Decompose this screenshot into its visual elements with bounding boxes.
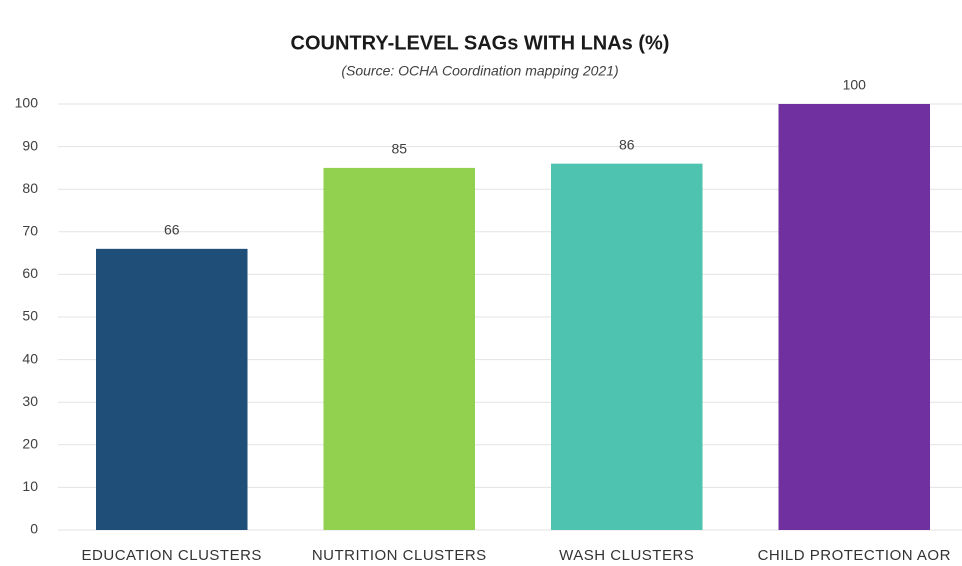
chart-title: COUNTRY-LEVEL SAGs WITH LNAs (%)	[291, 32, 670, 54]
y-tick-label: 40	[22, 350, 38, 366]
x-tick-label: CHILD PROTECTION AOR	[758, 547, 951, 564]
chart-subtitle: (Source: OCHA Coordination mapping 2021)	[341, 63, 618, 79]
y-tick-label: 10	[22, 478, 38, 494]
y-tick-label: 60	[22, 265, 38, 281]
bar	[550, 163, 703, 530]
y-tick-label: 90	[22, 137, 38, 153]
x-tick-label: WASH CLUSTERS	[559, 547, 694, 564]
y-tick-label: 100	[15, 95, 39, 111]
x-tick-label: NUTRITION CLUSTERS	[312, 547, 487, 564]
x-tick-label: EDUCATION CLUSTERS	[82, 547, 262, 564]
y-tick-label: 80	[22, 180, 38, 196]
value-label: 100	[843, 77, 867, 93]
bar	[778, 104, 931, 530]
value-label: 86	[619, 136, 635, 152]
y-tick-label: 30	[22, 393, 38, 409]
value-label: 66	[164, 222, 180, 238]
y-tick-label: 20	[22, 436, 38, 452]
bar	[95, 248, 248, 530]
y-tick-label: 0	[30, 521, 38, 537]
value-label: 85	[391, 141, 407, 157]
y-tick-label: 50	[22, 308, 38, 324]
y-tick-label: 70	[22, 223, 38, 239]
bar	[323, 167, 476, 530]
